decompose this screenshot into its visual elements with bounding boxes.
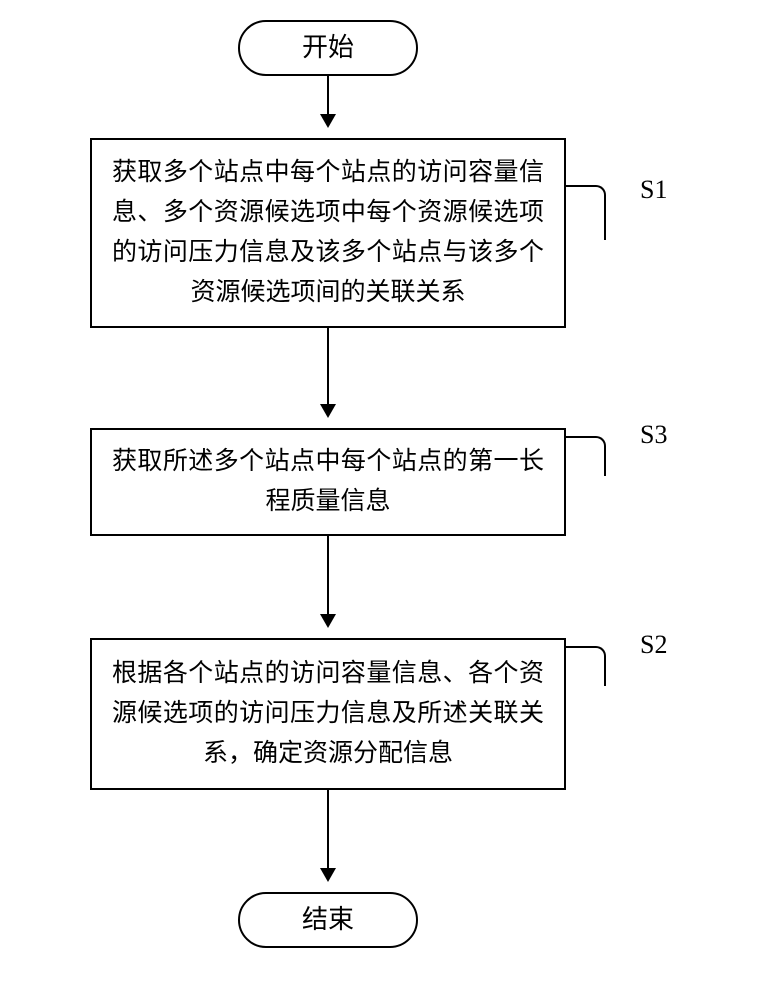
connector-s2 (566, 646, 606, 686)
connector-s1 (566, 185, 606, 240)
arrow-start-s1 (327, 76, 329, 126)
s3-text: 获取所述多个站点中每个站点的第一长程质量信息 (112, 442, 544, 522)
start-text: 开始 (302, 27, 354, 69)
process-s1: 获取多个站点中每个站点的访问容量信息、多个资源候选项中每个资源候选项的访问压力信… (90, 138, 566, 328)
connector-s3 (566, 436, 606, 476)
process-s2: 根据各个站点的访问容量信息、各个资源候选项的访问压力信息及所述关联关系，确定资源… (90, 638, 566, 790)
label-s3: S3 (640, 420, 667, 450)
arrow-s2-end (327, 790, 329, 880)
flowchart-container: 开始 获取多个站点中每个站点的访问容量信息、多个资源候选项中每个资源候选项的访问… (0, 0, 784, 1000)
end-terminal: 结束 (238, 892, 418, 948)
label-s1: S1 (640, 175, 667, 205)
arrow-s3-s2 (327, 536, 329, 626)
arrow-s1-s3 (327, 328, 329, 416)
s2-text: 根据各个站点的访问容量信息、各个资源候选项的访问压力信息及所述关联关系，确定资源… (112, 654, 544, 774)
s1-text: 获取多个站点中每个站点的访问容量信息、多个资源候选项中每个资源候选项的访问压力信… (112, 153, 544, 313)
start-terminal: 开始 (238, 20, 418, 76)
label-s2: S2 (640, 630, 667, 660)
process-s3: 获取所述多个站点中每个站点的第一长程质量信息 (90, 428, 566, 536)
end-text: 结束 (302, 899, 354, 941)
